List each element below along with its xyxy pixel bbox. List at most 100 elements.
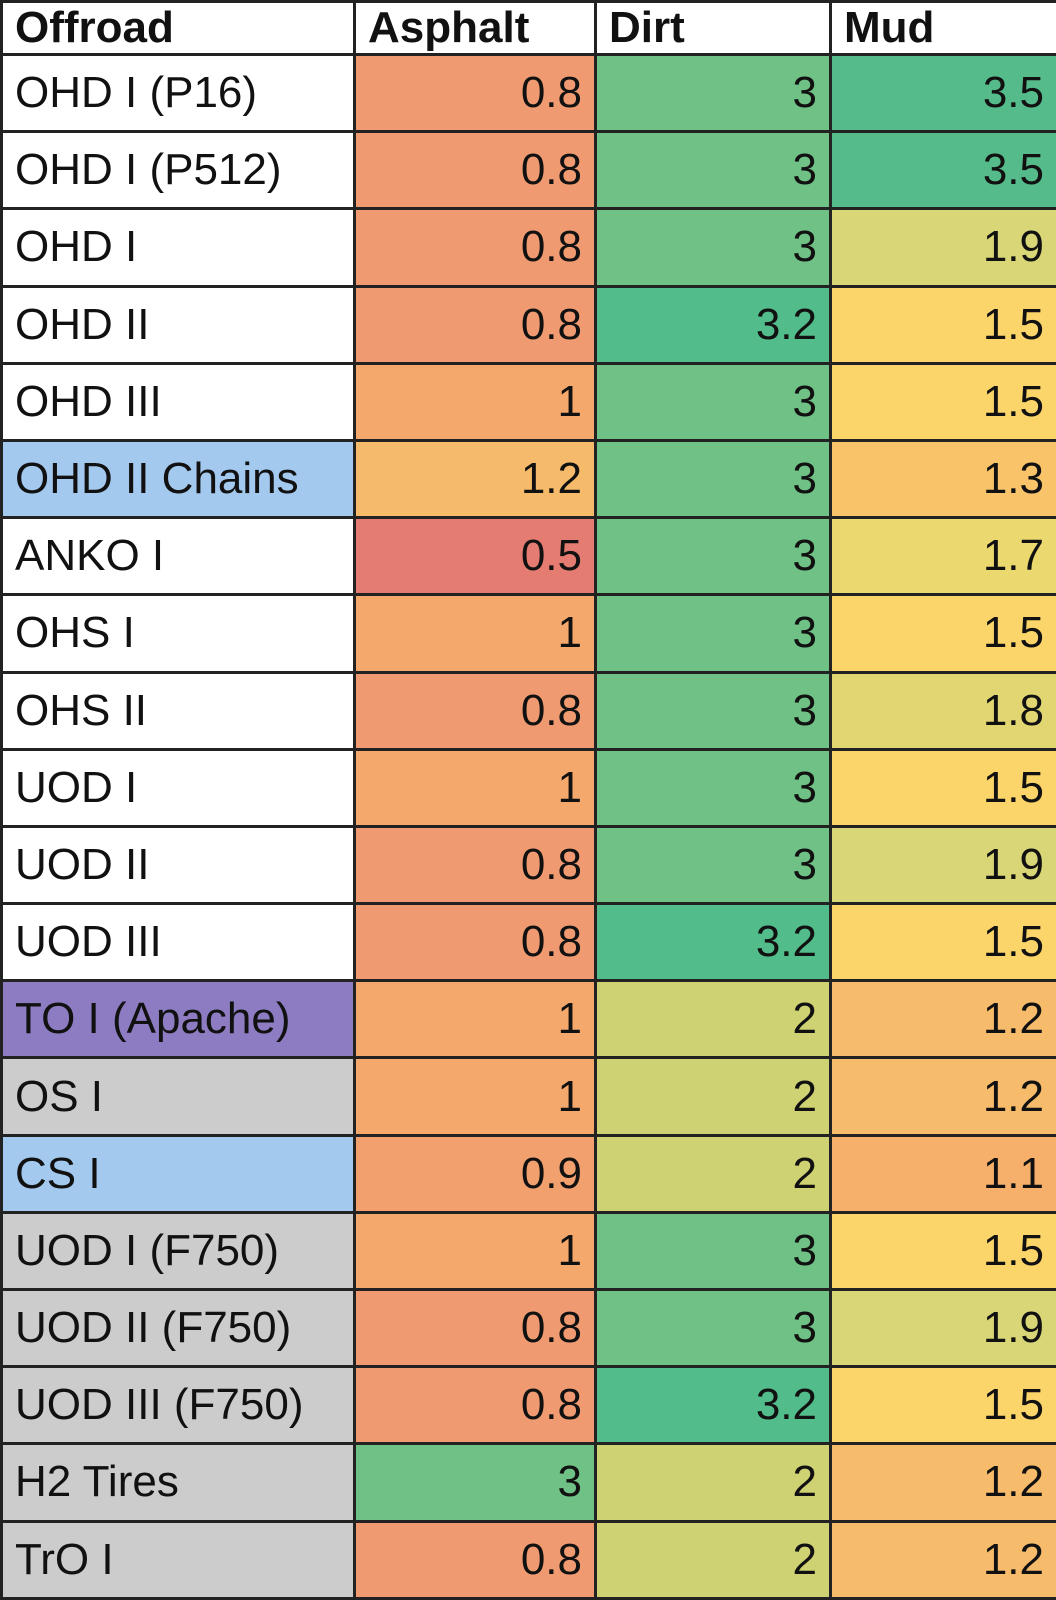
value-cell: 2 [594, 1133, 832, 1214]
table-row: UOD II 0.8 3 1.9 [0, 824, 1056, 906]
row-label: OHD I (P512) [0, 130, 356, 211]
value-cell: 1.5 [829, 593, 1056, 674]
value-cell: 1.3 [829, 438, 1056, 520]
row-label: TrO I [0, 1519, 356, 1600]
table-row: OS I 1 2 1.2 [0, 1056, 1056, 1137]
value-cell: 1.1 [829, 1133, 1056, 1214]
value-cell: 3.2 [594, 284, 832, 365]
table-row: TO I (Apache) 1 2 1.2 [0, 979, 1056, 1060]
value-cell: 1.2 [829, 1056, 1056, 1137]
table-row: OHD II 0.8 3.2 1.5 [0, 284, 1056, 365]
table-row: OHD II Chains 1.2 3 1.3 [0, 438, 1056, 520]
value-cell: 1.2 [829, 1519, 1056, 1600]
value-cell: 1.2 [829, 1442, 1056, 1523]
value-cell: 1 [353, 1056, 597, 1137]
header-row: Offroad Asphalt Dirt Mud [0, 0, 1056, 56]
value-cell: 3 [594, 593, 832, 674]
value-cell: 0.8 [353, 902, 597, 983]
value-cell: 1.9 [829, 1287, 1056, 1369]
value-cell: 2 [594, 1056, 832, 1137]
table-row: UOD II (F750) 0.8 3 1.9 [0, 1287, 1056, 1369]
header-cell: Dirt [594, 0, 832, 56]
value-cell: 0.8 [353, 207, 597, 288]
table-row: OHD I (P16) 0.8 3 3.5 [0, 52, 1056, 134]
row-label: H2 Tires [0, 1442, 356, 1523]
header-cell: Offroad [0, 0, 356, 56]
value-cell: 3 [353, 1442, 597, 1523]
table-row: UOD III (F750) 0.8 3.2 1.5 [0, 1365, 1056, 1446]
row-label: ANKO I [0, 516, 356, 597]
value-cell: 1.8 [829, 670, 1056, 751]
row-label: OHD II [0, 284, 356, 365]
table-body: OHD I (P16) 0.8 3 3.5 OHD I (P512) 0.8 3 3.5 OHD… [0, 52, 1056, 1600]
table-row: UOD I (F750) 1 3 1.5 [0, 1210, 1056, 1292]
value-cell: 3 [594, 361, 832, 442]
value-cell: 3 [594, 670, 832, 751]
value-cell: 3.5 [829, 130, 1056, 211]
value-cell: 1 [353, 361, 597, 442]
table-row: OHD I 0.8 3 1.9 [0, 207, 1056, 288]
value-cell: 1.9 [829, 207, 1056, 288]
value-cell: 1.2 [829, 979, 1056, 1060]
header-cell: Mud [829, 0, 1056, 56]
row-label: TO I (Apache) [0, 979, 356, 1060]
value-cell: 1.9 [829, 824, 1056, 906]
value-cell: 3.5 [829, 52, 1056, 134]
table-row: H2 Tires 3 2 1.2 [0, 1442, 1056, 1523]
row-label: OHS II [0, 670, 356, 751]
value-cell: 1 [353, 979, 597, 1060]
value-cell: 1 [353, 747, 597, 828]
value-cell: 3 [594, 52, 832, 134]
table-row: UOD III 0.8 3.2 1.5 [0, 902, 1056, 983]
value-cell: 1.5 [829, 747, 1056, 828]
row-label: UOD III (F750) [0, 1365, 356, 1446]
table-row: ANKO I 0.5 3 1.7 [0, 516, 1056, 597]
value-cell: 3 [594, 130, 832, 211]
row-label: OHS I [0, 593, 356, 674]
value-cell: 1.2 [353, 438, 597, 520]
row-label: OHD I (P16) [0, 52, 356, 134]
table-header: Offroad Asphalt Dirt Mud [0, 0, 1056, 56]
value-cell: 1 [353, 593, 597, 674]
row-label: UOD I (F750) [0, 1210, 356, 1292]
value-cell: 2 [594, 1442, 832, 1523]
value-cell: 3 [594, 438, 832, 520]
table-row: OHS I 1 3 1.5 [0, 593, 1056, 674]
value-cell: 1.5 [829, 1365, 1056, 1446]
table-row: TrO I 0.8 2 1.2 [0, 1519, 1056, 1600]
header-cell: Asphalt [353, 0, 597, 56]
row-label: OHD II Chains [0, 438, 356, 520]
value-cell: 3 [594, 516, 832, 597]
table-row: OHD III 1 3 1.5 [0, 361, 1056, 442]
value-cell: 0.8 [353, 824, 597, 906]
value-cell: 0.8 [353, 1287, 597, 1369]
value-cell: 3.2 [594, 902, 832, 983]
value-cell: 1.5 [829, 284, 1056, 365]
row-label: CS I [0, 1133, 356, 1214]
row-label: OHD III [0, 361, 356, 442]
value-cell: 3 [594, 207, 832, 288]
value-cell: 3 [594, 824, 832, 906]
row-label: OS I [0, 1056, 356, 1137]
value-cell: 0.8 [353, 52, 597, 134]
value-cell: 0.8 [353, 670, 597, 751]
value-cell: 1 [353, 1210, 597, 1292]
table-row: OHS II 0.8 3 1.8 [0, 670, 1056, 751]
row-label: UOD II (F750) [0, 1287, 356, 1369]
value-cell: 0.8 [353, 1519, 597, 1600]
value-cell: 3 [594, 1210, 832, 1292]
value-cell: 3 [594, 747, 832, 828]
table-row: OHD I (P512) 0.8 3 3.5 [0, 130, 1056, 211]
value-cell: 0.8 [353, 284, 597, 365]
row-label: UOD III [0, 902, 356, 983]
value-cell: 0.8 [353, 130, 597, 211]
value-cell: 0.9 [353, 1133, 597, 1214]
value-cell: 1.5 [829, 361, 1056, 442]
row-label: OHD I [0, 207, 356, 288]
value-cell: 1.5 [829, 902, 1056, 983]
table-row: UOD I 1 3 1.5 [0, 747, 1056, 828]
value-cell: 1.5 [829, 1210, 1056, 1292]
value-cell: 1.7 [829, 516, 1056, 597]
